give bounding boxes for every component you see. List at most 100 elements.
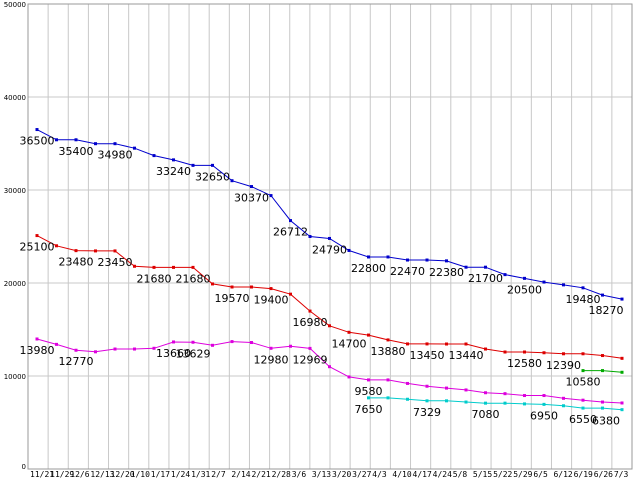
data-label: 30370 (234, 192, 269, 205)
data-point-magenta (367, 378, 370, 382)
data-label: 14700 (332, 337, 367, 350)
y-axis-tick-labels: 0 10000 20000 30000 40000 50000 (4, 1, 26, 471)
data-point-magenta (74, 348, 78, 352)
data-point-red (503, 350, 507, 354)
data-point-blue (133, 146, 136, 150)
data-point-magenta (425, 384, 429, 388)
x-tick-label: 4/17 (413, 470, 432, 479)
x-tick-label: 7/3 (614, 470, 629, 479)
x-tick-label: 5/8 (453, 470, 468, 479)
data-label: 21700 (468, 272, 503, 285)
data-point-blue (94, 142, 97, 146)
data-label: 32650 (195, 170, 230, 183)
data-point-red (74, 249, 78, 253)
x-tick-label: 1/24 (171, 470, 190, 479)
y-tick-label: 10000 (4, 373, 26, 381)
data-point-red (406, 342, 409, 346)
data-point-cyan (503, 401, 507, 405)
data-point-blue (523, 276, 526, 280)
x-tick-label: 1/17 (151, 470, 170, 479)
data-point-magenta (308, 346, 312, 350)
x-tick-label: 12/20 (111, 470, 135, 479)
data-point-blue (386, 255, 390, 259)
x-tick-label: 3/6 (292, 470, 307, 479)
x-tick-label: 12/13 (90, 470, 114, 479)
y-tick-label: 50000 (4, 1, 26, 9)
data-label: 16980 (293, 316, 328, 329)
data-point-red (133, 264, 136, 268)
data-point-blue (620, 297, 624, 301)
data-point-cyan (367, 396, 370, 400)
data-point-blue (74, 138, 78, 142)
data-label: 21680 (176, 272, 211, 285)
data-point-magenta (562, 396, 565, 400)
data-label: 12580 (507, 357, 542, 370)
data-point-cyan (406, 397, 409, 401)
x-tick-label: 4/10 (392, 470, 411, 479)
data-point-red (211, 282, 214, 286)
data-label: 33240 (156, 165, 191, 178)
data-label: 19480 (566, 293, 601, 306)
data-point-green (581, 369, 585, 373)
data-label: 12770 (59, 355, 94, 368)
data-point-blue (191, 163, 195, 167)
x-tick-label: 6/26 (594, 470, 613, 479)
data-label: 23450 (98, 256, 133, 269)
y-tick-label: 40000 (4, 94, 26, 102)
data-label: 6950 (530, 409, 558, 422)
data-point-cyan (425, 399, 429, 403)
y-tick-label: 0 (22, 463, 26, 471)
data-label: 19400 (254, 294, 289, 307)
data-label: 13450 (410, 349, 445, 362)
data-point-red (367, 333, 370, 337)
data-point-cyan (542, 402, 546, 406)
data-point-blue (445, 259, 448, 263)
data-point-cyan (581, 406, 585, 410)
data-point-red (269, 287, 273, 291)
data-point-magenta (445, 386, 448, 390)
x-tick-label: 3/13 (312, 470, 331, 479)
data-point-blue (367, 255, 370, 259)
data-label: 6380 (592, 415, 620, 428)
x-tick-label: 5/22 (493, 470, 512, 479)
series-points (35, 128, 624, 412)
data-label: 7080 (472, 408, 500, 421)
data-point-red (191, 265, 195, 269)
data-point-magenta (55, 342, 58, 346)
data-point-blue (55, 138, 58, 142)
data-label: 25100 (20, 241, 55, 254)
data-point-red (152, 265, 156, 269)
data-point-blue (211, 163, 214, 167)
data-label: 22470 (390, 265, 425, 278)
data-point-blue (289, 219, 292, 223)
x-tick-label: 2/7 (211, 470, 226, 479)
data-point-magenta (620, 401, 624, 405)
data-point-blue (562, 283, 565, 287)
data-point-blue (250, 185, 253, 189)
data-point-blue (503, 273, 507, 277)
x-tick-label: 12/6 (70, 470, 89, 479)
data-label: 35400 (59, 145, 94, 158)
data-point-magenta (581, 398, 585, 402)
data-label: 12980 (254, 353, 289, 366)
data-point-magenta (464, 388, 468, 392)
x-tick-label: 6/19 (574, 470, 593, 479)
data-label: 13440 (449, 349, 484, 362)
data-point-red (289, 292, 292, 296)
data-point-blue (542, 280, 546, 284)
data-point-magenta (152, 346, 156, 350)
x-tick-label: 4/24 (433, 470, 452, 479)
data-label: 20500 (507, 283, 542, 296)
data-label: 6550 (569, 413, 597, 426)
data-point-blue (347, 248, 351, 252)
data-point-magenta (230, 340, 234, 344)
data-point-red (230, 285, 234, 289)
x-tick-label: 3/27 (352, 470, 371, 479)
data-point-blue (152, 154, 156, 158)
data-point-magenta (172, 340, 175, 344)
data-point-cyan (562, 404, 565, 408)
data-point-red (464, 342, 468, 346)
data-point-green (601, 369, 604, 373)
